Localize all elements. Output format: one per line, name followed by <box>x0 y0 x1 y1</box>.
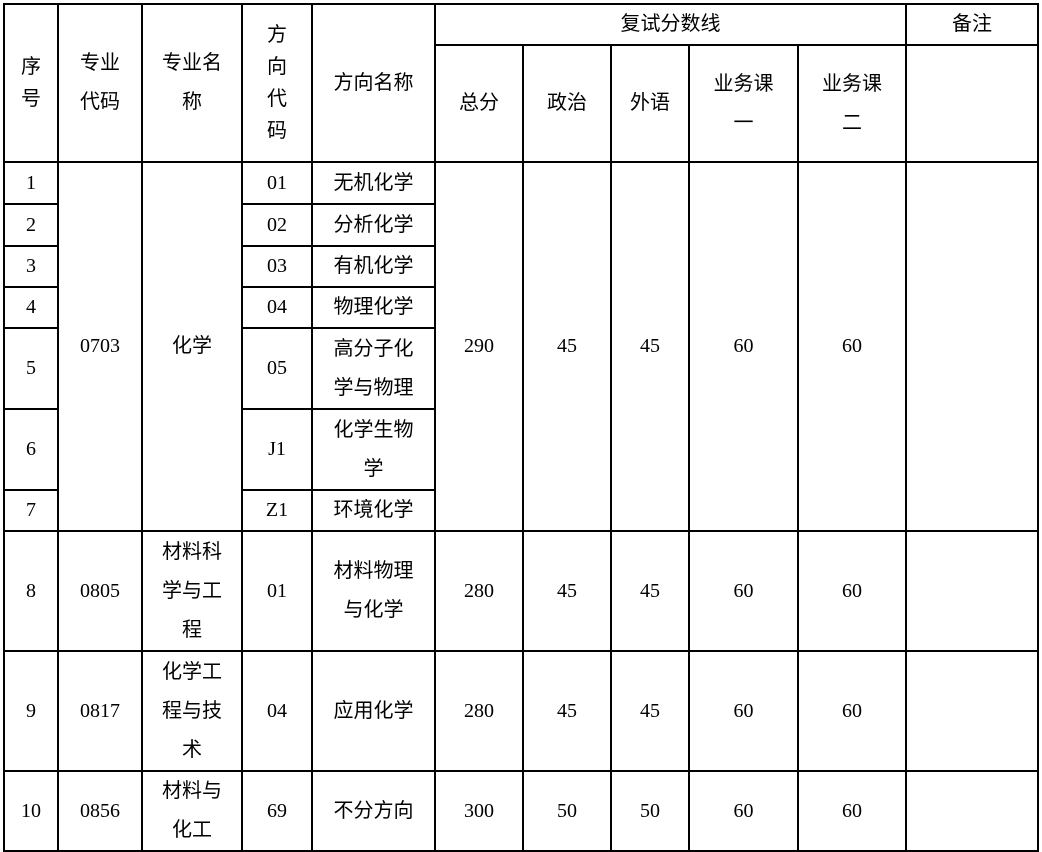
politics-score-cell: 50 <box>522 770 612 852</box>
table-row: 9 0817 化学工 程与技 术 04 应用化学 280 45 45 60 60 <box>3 650 1039 772</box>
major-name-cell: 材料与 化工 <box>141 770 243 852</box>
table-row: 10 0856 材料与 化工 69 不分方向 300 50 50 60 60 <box>3 770 1039 852</box>
course1-score-cell: 60 <box>688 161 799 532</box>
table-row: 2 02 分析化学 <box>3 203 1038 247</box>
foreign-score-cell: 45 <box>610 530 690 652</box>
table-row: 8 0805 材料科 学与工 程 01 材料物理 与化学 280 45 45 60 60 <box>3 530 1039 652</box>
major-name-cell: 材料科 学与工 程 <box>141 530 243 652</box>
politics-score-cell: 45 <box>522 161 612 532</box>
seq-cell: 10 <box>3 770 59 852</box>
header-total: 总分 <box>434 44 524 163</box>
course2-score-cell: 60 <box>797 650 907 772</box>
table-row: 6 J1 化学生物 学 <box>3 408 1038 491</box>
table-row: 1 0703 化学 01 无机化学 290 45 45 60 60 <box>3 161 1039 532</box>
course1-score-cell: 60 <box>688 770 799 852</box>
remark-cell <box>905 161 1039 532</box>
total-score-cell: 290 <box>434 161 524 532</box>
header-major-name: 专业名 称 <box>141 3 243 163</box>
seq-cell: 2 <box>3 203 59 247</box>
dir-code-cell: 05 <box>241 327 313 410</box>
dir-name-cell: 环境化学 <box>311 489 436 532</box>
header-course2: 业务课 二 <box>797 44 907 163</box>
header-major-code: 专业 代码 <box>57 3 143 163</box>
major-code-cell: 0703 <box>57 161 143 532</box>
dir-name-cell: 化学生物 学 <box>311 408 436 491</box>
header-course1: 业务课 一 <box>688 44 799 163</box>
course1-score-cell: 60 <box>688 650 799 772</box>
seq-cell: 5 <box>3 327 59 410</box>
dir-name-cell: 物理化学 <box>311 286 436 329</box>
major-code-cell: 0817 <box>57 650 143 772</box>
course1-score-cell: 60 <box>688 530 799 652</box>
dir-name-cell: 材料物理 与化学 <box>311 530 436 652</box>
course2-score-cell: 60 <box>797 530 907 652</box>
header-politics: 政治 <box>522 44 612 163</box>
dir-code-cell: 01 <box>241 161 313 205</box>
dir-code-cell: 69 <box>241 770 313 852</box>
header-row: 序 号 专业 代码 专业名 称 方 向 代 码 方向名称 复试分数线 备注 <box>3 3 1039 163</box>
dir-code-cell: 04 <box>241 286 313 329</box>
subheader-row: 总分 政治 外语 业务课 一 业务课 二 <box>4 44 1039 163</box>
dir-name-cell: 无机化学 <box>311 161 436 205</box>
major-code-cell: 0805 <box>57 530 143 652</box>
dir-name-cell: 有机化学 <box>311 245 436 288</box>
foreign-score-cell: 50 <box>610 770 690 852</box>
foreign-score-cell: 45 <box>610 650 690 772</box>
table-row: 3 03 有机化学 <box>3 245 1038 288</box>
header-dir-name: 方向名称 <box>311 3 436 163</box>
seq-cell: 4 <box>3 286 59 329</box>
dir-name-cell: 分析化学 <box>311 203 436 247</box>
dir-name-cell: 高分子化 学与物理 <box>311 327 436 410</box>
score-table: 序 号 专业 代码 专业名 称 方 向 代 码 方向名称 复试分数线 备注 总分… <box>3 3 1039 852</box>
header-foreign: 外语 <box>610 44 690 163</box>
total-score-cell: 280 <box>434 650 524 772</box>
dir-code-cell: 02 <box>241 203 313 247</box>
major-name-cell: 化学 <box>141 161 243 532</box>
table-row: 5 05 高分子化 学与物理 <box>3 327 1038 410</box>
table-row: 7 Z1 环境化学 <box>3 489 1038 532</box>
politics-score-cell: 45 <box>522 650 612 772</box>
seq-cell: 8 <box>3 530 59 652</box>
major-name-cell: 化学工 程与技 术 <box>141 650 243 772</box>
seq-cell: 9 <box>3 650 59 772</box>
total-score-cell: 280 <box>434 530 524 652</box>
header-score-line: 复试分数线 <box>434 3 907 46</box>
header-dir-code: 方 向 代 码 <box>241 3 313 163</box>
course2-score-cell: 60 <box>797 161 907 532</box>
dir-code-cell: Z1 <box>241 489 313 532</box>
header-remark-blank <box>905 44 1039 163</box>
total-score-cell: 300 <box>434 770 524 852</box>
dir-code-cell: 04 <box>241 650 313 772</box>
foreign-score-cell: 45 <box>610 161 690 532</box>
seq-cell: 6 <box>3 408 59 491</box>
dir-code-cell: 03 <box>241 245 313 288</box>
dir-code-cell: 01 <box>241 530 313 652</box>
remark-cell <box>905 650 1039 772</box>
course2-score-cell: 60 <box>797 770 907 852</box>
seq-cell: 7 <box>3 489 59 532</box>
remark-cell <box>905 530 1039 652</box>
dir-code-cell: J1 <box>241 408 313 491</box>
politics-score-cell: 45 <box>522 530 612 652</box>
header-seq: 序 号 <box>3 3 59 163</box>
seq-cell: 1 <box>3 161 59 205</box>
dir-name-cell: 不分方向 <box>311 770 436 852</box>
major-code-cell: 0856 <box>57 770 143 852</box>
seq-cell: 3 <box>3 245 59 288</box>
table-row: 4 04 物理化学 <box>3 286 1038 329</box>
header-remark: 备注 <box>905 3 1039 46</box>
dir-name-cell: 应用化学 <box>311 650 436 772</box>
remark-cell <box>905 770 1039 852</box>
